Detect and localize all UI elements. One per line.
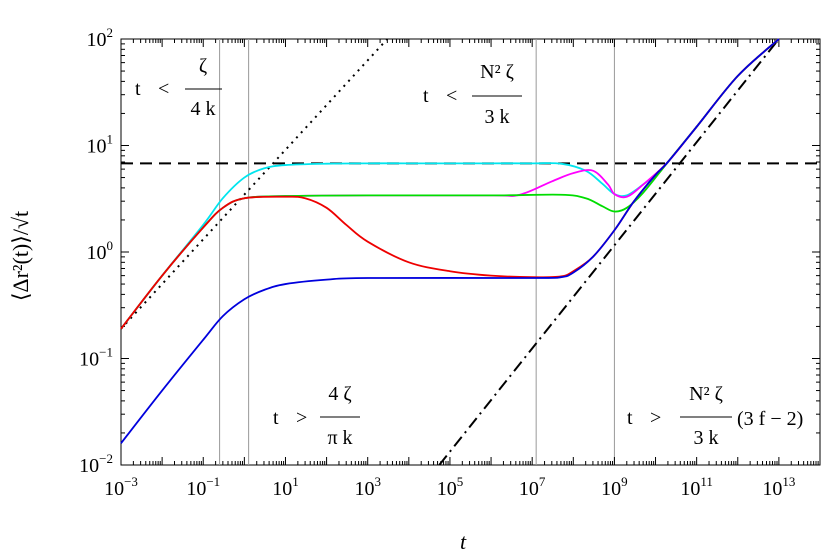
series-lines [120, 38, 780, 444]
y-axis-label: ⟨Δr²(t)⟩/√t [8, 211, 33, 301]
annotation-op: > [650, 407, 661, 429]
annotation-op: < [446, 85, 457, 107]
annotation-top-mid: t < N² ζ 3 k [423, 61, 522, 128]
annotation-den: π k [327, 427, 352, 449]
y-tick-label: 10−1 [79, 345, 113, 371]
annotation-den: 3 k [485, 106, 510, 128]
annotation-den: 3 k [694, 427, 719, 449]
y-tick-labels: 10−2 10−1 100 101 102 [79, 25, 113, 477]
x-tick-label: 107 [519, 474, 546, 500]
x-tick-label: 109 [601, 474, 628, 500]
x-tick-label: 1011 [680, 474, 713, 500]
y-tick-label: 102 [87, 25, 114, 51]
annotation-den: 4 k [191, 98, 216, 120]
y-tick-label: 10−2 [79, 451, 113, 477]
annotation-lhs: t [273, 407, 279, 429]
series-line-4 [120, 38, 780, 444]
annotation-top-left: t < ζ 4 k [135, 55, 222, 120]
annotation-bottom-left: t > 4 ζ π k [273, 383, 360, 449]
reference-line-dashdot [438, 38, 780, 466]
x-axis-label: t [460, 529, 467, 554]
x-tick-label: 101 [272, 474, 299, 500]
x-tick-label: 1013 [762, 474, 795, 500]
x-tick-label: 105 [437, 474, 464, 500]
annotation-num: 4 ζ [328, 383, 351, 405]
x-tick-labels: 10−3 10−1 101 103 105 107 109 1011 1013 [104, 474, 795, 500]
annotation-suffix: (3 f − 2) [737, 408, 803, 430]
annotation-bottom-right: t > N² ζ 3 k (3 f − 2) [627, 383, 803, 449]
axis-ticks [120, 38, 820, 466]
annotation-op: > [296, 407, 307, 429]
annotation-lhs: t [135, 78, 141, 100]
annotation-num: ζ [199, 55, 207, 77]
x-tick-label: 10−1 [186, 474, 220, 500]
annotation-lhs: t [423, 85, 429, 107]
y-tick-label: 100 [87, 238, 114, 264]
annotation-lhs: t [627, 407, 633, 429]
vertical-markers [219, 39, 615, 465]
annotation-num: N² ζ [480, 61, 514, 83]
annotation-num: N² ζ [689, 383, 723, 405]
annotation-op: < [158, 78, 169, 100]
x-tick-label: 103 [354, 474, 381, 500]
x-tick-label: 10−3 [104, 474, 138, 500]
reference-line-dotted [120, 38, 389, 330]
y-tick-label: 101 [87, 132, 114, 158]
